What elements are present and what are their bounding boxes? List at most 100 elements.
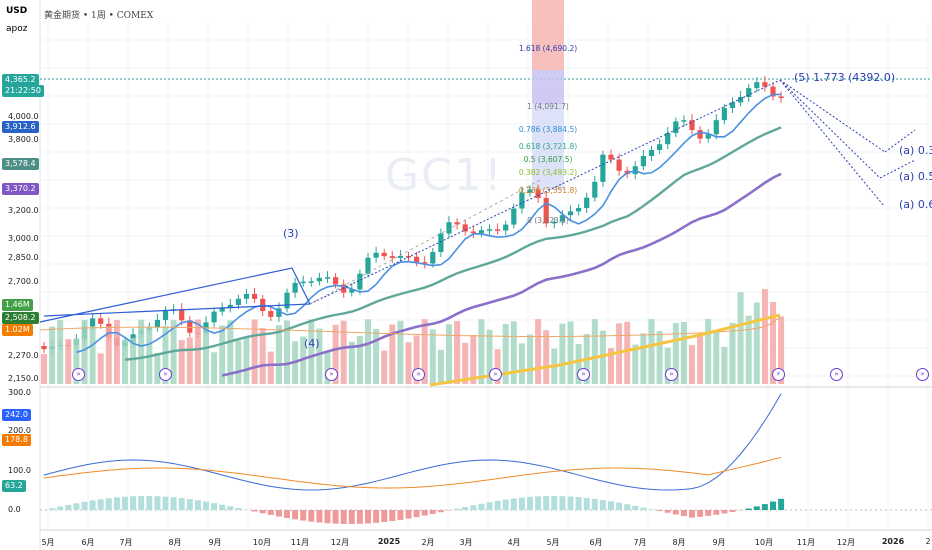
osc-histogram-bar <box>105 498 112 510</box>
volume-bar <box>154 352 161 384</box>
candle-body <box>559 215 565 222</box>
volume-bar <box>761 289 768 384</box>
candle-body <box>268 311 274 317</box>
wave-label-3[interactable]: (3) <box>283 227 299 240</box>
volume-bar <box>446 324 452 384</box>
candle-body <box>243 293 250 299</box>
time-tick: 6月 <box>589 538 603 547</box>
candle-body <box>527 189 533 193</box>
volume-bar <box>389 324 396 384</box>
event-marker-icon[interactable]: » <box>830 368 843 381</box>
osc-histogram-bar <box>705 510 712 516</box>
time-tick: 10月 <box>754 538 774 547</box>
osc-histogram-bar <box>672 510 679 515</box>
price-tick: 2,150.0 <box>8 374 39 383</box>
osc-histogram-bar <box>429 510 436 514</box>
volume-bar <box>251 319 258 384</box>
volume-bar <box>470 334 477 384</box>
osc-histogram-bar <box>97 499 104 510</box>
candle-body <box>373 252 379 258</box>
candle-body <box>446 222 452 234</box>
wave-label-a2[interactable]: (a) 0.5 <box>899 170 932 183</box>
candle-body <box>657 144 663 150</box>
osc-histogram-bar <box>397 510 404 520</box>
osc-histogram-bar <box>535 496 542 510</box>
candle-body <box>333 277 339 285</box>
candle-body <box>567 211 574 216</box>
candle-body <box>292 282 298 293</box>
candle-body <box>600 154 606 182</box>
candle-body <box>778 96 784 98</box>
osc-histogram-bar <box>599 499 606 510</box>
volume-bar <box>397 320 404 384</box>
candle-body <box>252 293 258 299</box>
event-marker-icon[interactable]: » <box>159 368 172 381</box>
volume-bar <box>697 333 704 384</box>
event-marker-icon[interactable]: » <box>325 368 338 381</box>
osc-histogram-bar <box>259 510 266 514</box>
osc-histogram-bar <box>146 496 153 510</box>
event-marker-icon[interactable]: » <box>665 368 678 381</box>
osc-histogram-bar <box>186 499 193 510</box>
volume-bar <box>527 334 533 384</box>
osc-histogram-bar <box>57 506 64 510</box>
wave-label-a1[interactable]: (a) 0.3 <box>899 144 932 157</box>
ma-fast-badge: 3,912.6 <box>2 121 39 133</box>
osc-tick: 300.0 <box>8 388 31 397</box>
time-tick: 9月 <box>712 538 726 547</box>
countdown-badge: 21:22:50 <box>2 85 44 97</box>
time-tick: 12月 <box>330 538 350 547</box>
candle-body <box>98 318 104 324</box>
osc-histogram-bar <box>251 510 258 512</box>
candle-body <box>162 310 169 320</box>
candle-body <box>422 262 428 264</box>
symbol-title[interactable]: 黄金期货 • 1周 • COMEX <box>44 11 154 21</box>
fib-level-label: 1.618 (4,690.2) <box>518 44 578 53</box>
event-marker-icon[interactable]: » <box>412 368 425 381</box>
osc-histogram-bar <box>373 510 380 523</box>
fib-zone <box>532 104 564 190</box>
volume-bar <box>105 326 112 384</box>
osc-histogram-bar <box>624 504 631 510</box>
volume-bar <box>413 335 420 384</box>
correction-projection-line <box>779 79 885 207</box>
wave-label-5[interactable]: (5) 1.773 (4392.0) <box>794 71 896 84</box>
symbol-watermark: GC1! <box>385 150 504 201</box>
volume-bar <box>429 329 436 384</box>
candle-body <box>673 121 679 134</box>
candle-body <box>584 197 590 209</box>
event-marker-icon[interactable]: » <box>72 368 85 381</box>
ma-slow-line <box>221 172 782 377</box>
account-label[interactable]: apoz <box>6 24 28 34</box>
ma-mid-badge: 3,578.4 <box>2 158 39 170</box>
event-marker-icon[interactable]: » <box>916 368 929 381</box>
volume-bar <box>97 353 104 384</box>
volume-bar <box>340 320 347 384</box>
volume-bar <box>243 336 250 384</box>
candle-body <box>495 229 501 231</box>
volume-bar <box>437 349 444 384</box>
event-marker-icon[interactable]: » <box>489 368 502 381</box>
wave-label-4[interactable]: (4) <box>304 337 320 350</box>
osc-histogram-bar <box>470 505 477 510</box>
volume-bar <box>308 319 315 384</box>
candle-body <box>397 255 403 258</box>
price-tick: 4,000.0 <box>8 112 39 121</box>
osc-histogram-bar <box>421 510 428 516</box>
volume-bar <box>737 292 744 384</box>
osc-histogram-bar <box>454 508 461 510</box>
currency-label[interactable]: USD <box>6 6 28 16</box>
volume-bar <box>721 346 728 384</box>
ma-mid-line <box>124 126 782 361</box>
osc-b-badge: 178.8 <box>2 434 31 446</box>
dividend-lightning-icon[interactable]: ⚡ <box>772 368 785 381</box>
osc-a-badge: 242.0 <box>2 409 31 421</box>
candle-body <box>543 197 549 224</box>
volume-bar <box>648 319 655 384</box>
candle-body <box>551 221 557 224</box>
candle-body <box>308 281 314 283</box>
wave-label-a3[interactable]: (a) 0.6 <box>899 198 932 211</box>
event-marker-icon[interactable]: » <box>577 368 590 381</box>
osc-histogram-bar <box>65 504 72 510</box>
